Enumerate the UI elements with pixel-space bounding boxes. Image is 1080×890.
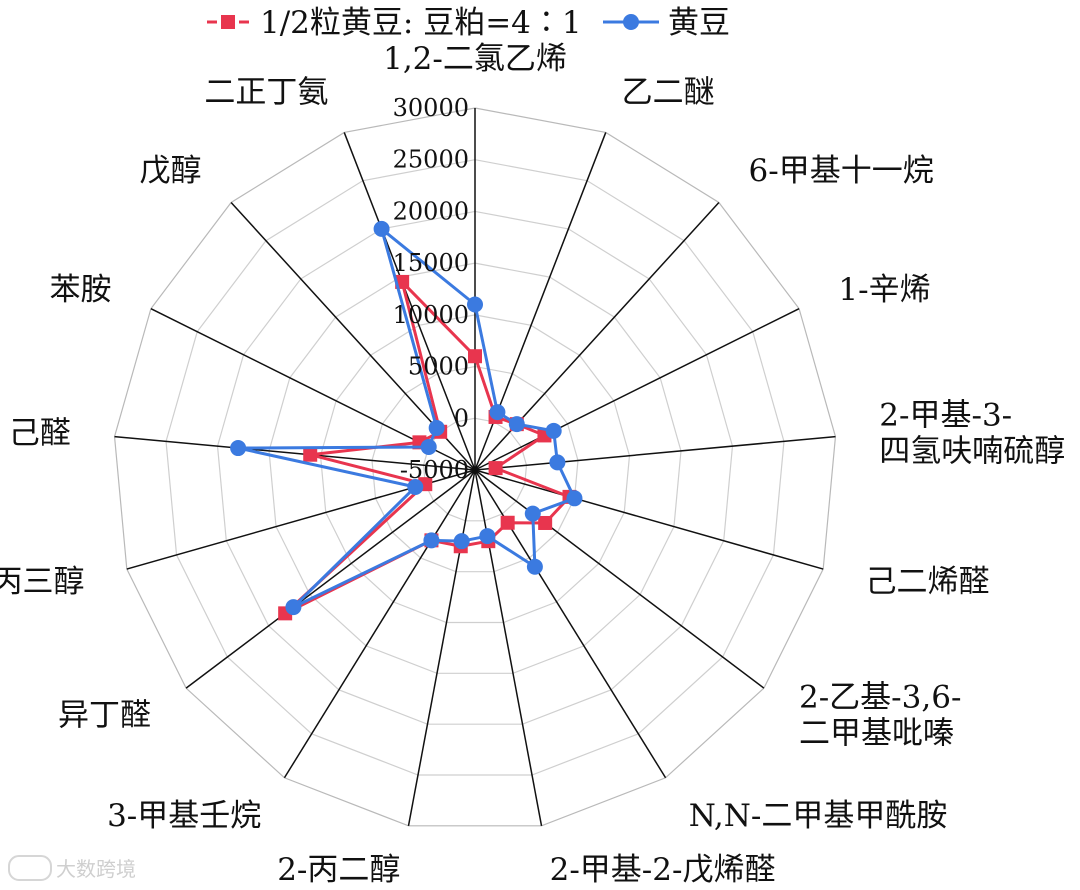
tick-label: 20000 [393, 197, 469, 225]
series-point [230, 440, 247, 457]
legend: 1/2粒黄豆: 豆粕=4∶1 黄豆 [207, 5, 730, 41]
tick-label: 10000 [393, 301, 469, 329]
series-point [303, 447, 318, 462]
series-point [488, 461, 503, 476]
legend-marker-circle [623, 14, 639, 30]
grid-ring [216, 210, 734, 725]
axis-spoke [343, 132, 476, 471]
watermark: 大数跨境 [8, 853, 136, 882]
series-point [508, 416, 525, 433]
axis-spoke [114, 435, 476, 471]
series-point [423, 532, 440, 549]
series-point [468, 349, 482, 364]
tick-label: 25000 [393, 146, 469, 174]
grid-ring [113, 107, 837, 827]
axis-label: 乙二醚 [622, 74, 715, 110]
axis-spoke [474, 307, 800, 471]
tick-label: 5000 [408, 353, 469, 381]
series-point [407, 478, 424, 495]
series-point [545, 422, 562, 439]
legend-item-2: 黄豆 [603, 5, 730, 41]
series-point [285, 599, 302, 616]
series-point [467, 296, 483, 313]
axis-spoke [283, 469, 476, 779]
axis-label: 己醛 [9, 416, 71, 452]
series-point [526, 558, 543, 575]
axis-label: 己二烯醛 [866, 564, 990, 600]
axis-label: 1-辛烯 [838, 272, 930, 308]
axis-label: 6-甲基十一烷 [749, 153, 934, 189]
axis-label: 二正丁氨 [204, 74, 328, 110]
series-2 [230, 220, 583, 616]
legend-label: 黄豆 [668, 5, 730, 41]
axis-label: 1,2-二氯乙烯 [383, 41, 567, 77]
grid-ring [371, 365, 579, 573]
grid-ring [165, 159, 785, 776]
axis-label: 3-甲基壬烷 [107, 798, 261, 834]
radar-grid [113, 107, 837, 827]
axis-label: 2-乙基-3,6-二甲基吡嗪 [799, 680, 961, 752]
axis-label: 2-丙二醇 [277, 852, 400, 888]
axis-label: 苯胺 [50, 272, 112, 308]
tick-label: -5000 [400, 456, 469, 484]
axis-spoke [185, 469, 476, 689]
axis-label: 戊醇 [139, 153, 201, 189]
axis-spoke [407, 469, 476, 826]
axis-label: 异丁醛 [58, 698, 151, 734]
axis-label: 丙三醇 [0, 564, 84, 600]
grid-ring [268, 262, 682, 674]
series-point [489, 404, 506, 421]
legend-marker-square [221, 15, 235, 29]
series-point [524, 505, 541, 522]
tick-label: 0 [454, 404, 469, 432]
series-point [420, 438, 437, 455]
axis-label: 2-甲基-3-四氢呋喃硫醇 [879, 398, 1065, 470]
axis-spoke [474, 435, 836, 471]
axis-label: N,N-二甲基甲酰胺 [689, 798, 948, 834]
series-point [453, 533, 470, 550]
radar-series [230, 220, 583, 621]
grid-ring [319, 314, 631, 624]
series-point [500, 515, 515, 530]
tick-label: 15000 [393, 249, 469, 277]
legend-label: 1/2粒黄豆: 豆粕=4∶1 [260, 5, 582, 41]
axis-spoke [474, 469, 824, 570]
series-point [428, 419, 445, 436]
radial-ticks: -5000 0 5000 10000 15000 20000 25000 30000 [393, 94, 469, 484]
watermark-logo-icon [8, 854, 52, 881]
series-point [479, 528, 496, 545]
legend-item-1: 1/2粒黄豆: 豆粕=4∶1 [207, 5, 582, 41]
series-point [566, 490, 583, 507]
axis-spoke [474, 469, 765, 689]
series-point [538, 515, 553, 530]
series-point [373, 220, 390, 237]
series-point [549, 454, 566, 471]
tick-label: 30000 [393, 94, 469, 122]
axis-label: 2-甲基-2-戊烯醛 [550, 852, 776, 888]
watermark-text: 大数跨境 [56, 857, 136, 881]
